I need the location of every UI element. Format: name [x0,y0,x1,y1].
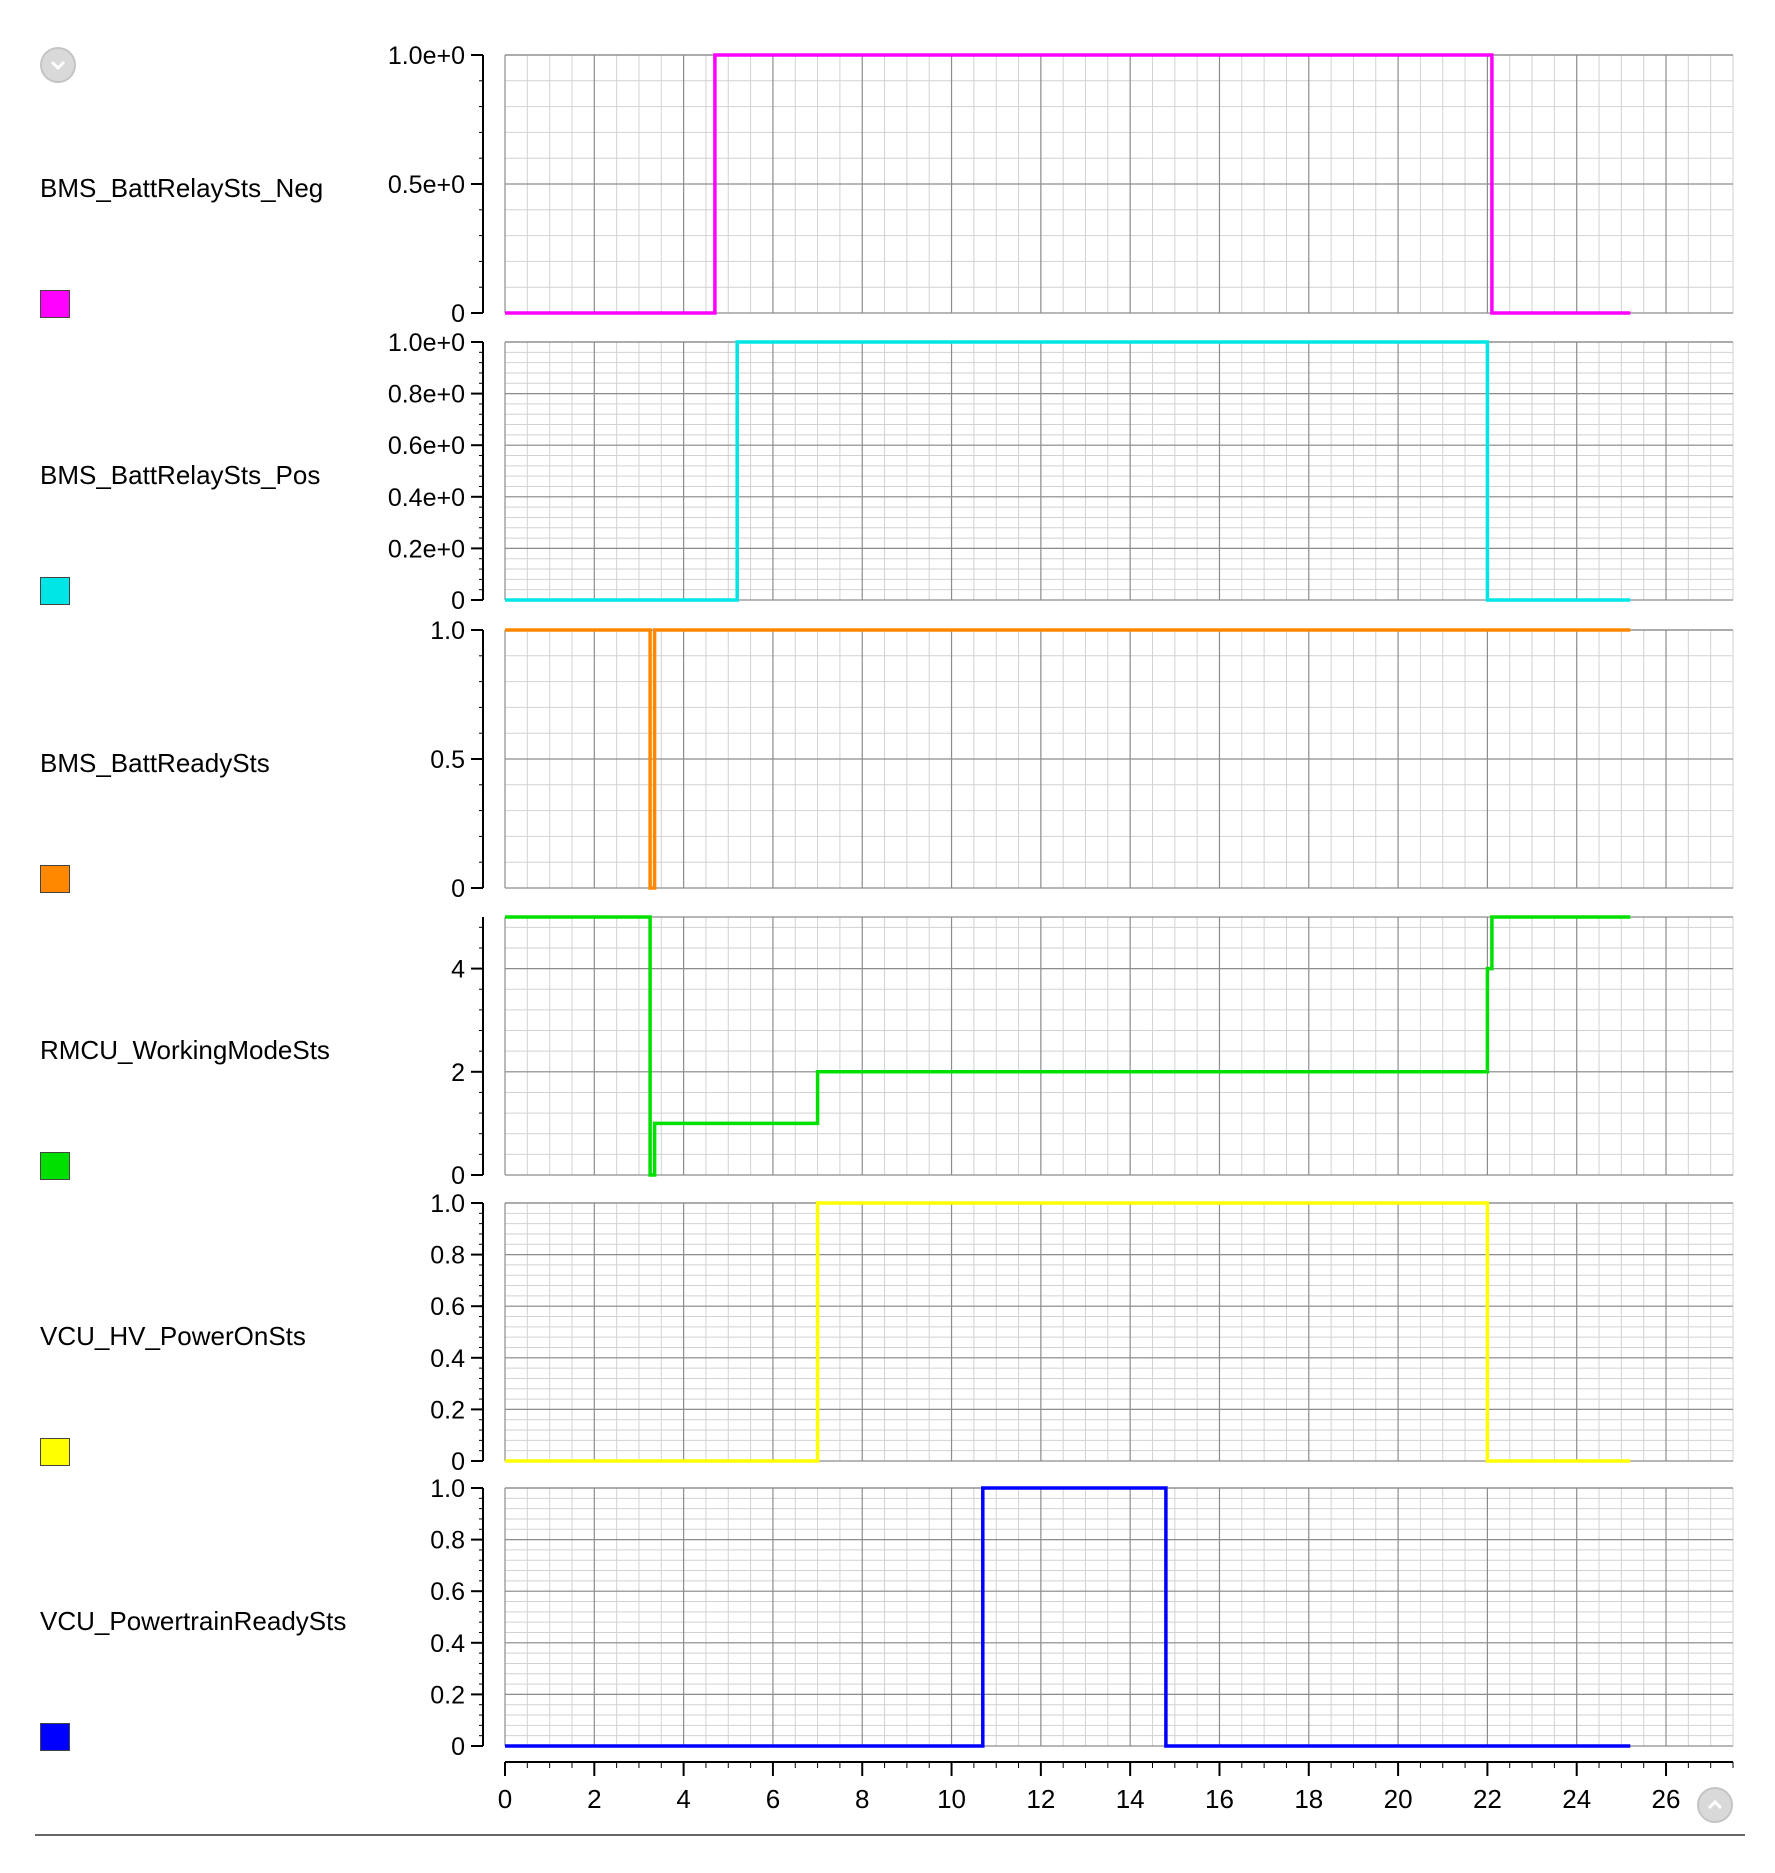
x-tick-label: 16 [1205,1784,1234,1814]
y-tick-label: 0 [451,587,465,615]
series-color-swatch[interactable] [40,1723,70,1751]
series-label: VCU_PowertrainReadySts [40,1606,347,1636]
plot-area [505,917,1733,1175]
plot-area [505,1203,1733,1461]
y-tick-label: 0.4e+0 [388,484,465,512]
y-tick-label: 0.2e+0 [388,535,465,563]
y-tick-label: 0.5 [430,746,465,774]
y-tick-label: 0 [451,875,465,903]
y-tick-label: 1.0 [430,1190,465,1218]
x-tick-label: 4 [676,1784,690,1814]
plot-area [505,1488,1733,1746]
scroll-up-button[interactable] [1697,1787,1733,1823]
y-tick-label: 0.8 [430,1527,465,1555]
plot-area [505,342,1733,600]
y-tick-label: 0.6e+0 [388,432,465,460]
x-tick-label: 8 [855,1784,869,1814]
series-label: VCU_HV_PowerOnSts [40,1321,306,1351]
x-tick-label: 10 [937,1784,966,1814]
y-tick-label: 0.4 [430,1345,465,1373]
series-line-BMS_BattReadySts [505,628,1631,890]
series-color-swatch[interactable] [40,577,70,605]
series-line-BMS_BattRelaySts_Neg [505,53,1631,315]
y-tick-label: 0.8 [430,1242,465,1270]
y-tick-label: 2 [451,1059,465,1087]
scroll-down-button[interactable] [40,47,76,83]
series-label: BMS_BattReadySts [40,748,270,778]
y-tick-label: 0 [451,300,465,328]
x-tick-label: 22 [1473,1784,1502,1814]
y-tick-label: 0 [451,1162,465,1190]
y-tick-label: 0 [451,1448,465,1476]
y-tick-label: 1.0e+0 [388,329,465,357]
y-tick-label: 1.0e+0 [388,42,465,70]
series-color-swatch[interactable] [40,1152,70,1180]
x-tick-label: 20 [1384,1784,1413,1814]
y-tick-label: 1.0 [430,617,465,645]
x-tick-label: 26 [1652,1784,1681,1814]
series-label: RMCU_WorkingModeSts [40,1035,330,1065]
x-tick-label: 2 [587,1784,601,1814]
series-line-BMS_BattRelaySts_Pos [505,340,1631,602]
x-tick-label: 0 [498,1784,512,1814]
y-tick-label: 0.8e+0 [388,381,465,409]
x-tick-label: 18 [1294,1784,1323,1814]
series-line-VCU_HV_PowerOnSts [505,1201,1631,1463]
y-tick-label: 0.2 [430,1681,465,1709]
x-tick-label: 24 [1562,1784,1591,1814]
x-tick-label: 6 [766,1784,780,1814]
y-tick-label: 0.2 [430,1396,465,1424]
series-color-swatch[interactable] [40,290,70,318]
y-tick-label: 0.6 [430,1293,465,1321]
y-tick-label: 0 [451,1733,465,1761]
x-tick-label: 14 [1116,1784,1145,1814]
series-line-VCU_PowertrainReadySts [505,1486,1631,1748]
series-color-swatch[interactable] [40,1438,70,1466]
y-tick-label: 0.6 [430,1578,465,1606]
series-label: BMS_BattRelaySts_Pos [40,460,321,490]
y-tick-label: 1.0 [430,1475,465,1503]
series-color-swatch[interactable] [40,865,70,893]
chevron-up-icon [1707,1799,1723,1810]
y-tick-label: 4 [451,956,465,984]
bottom-divider [35,1834,1745,1836]
series-line-RMCU_WorkingModeSts [505,915,1631,1177]
y-tick-label: 0.5e+0 [388,171,465,199]
y-tick-label: 0.4 [430,1630,465,1658]
x-tick-label: 12 [1026,1784,1055,1814]
series-label: BMS_BattRelaySts_Neg [40,173,324,203]
chevron-down-icon [50,60,66,71]
